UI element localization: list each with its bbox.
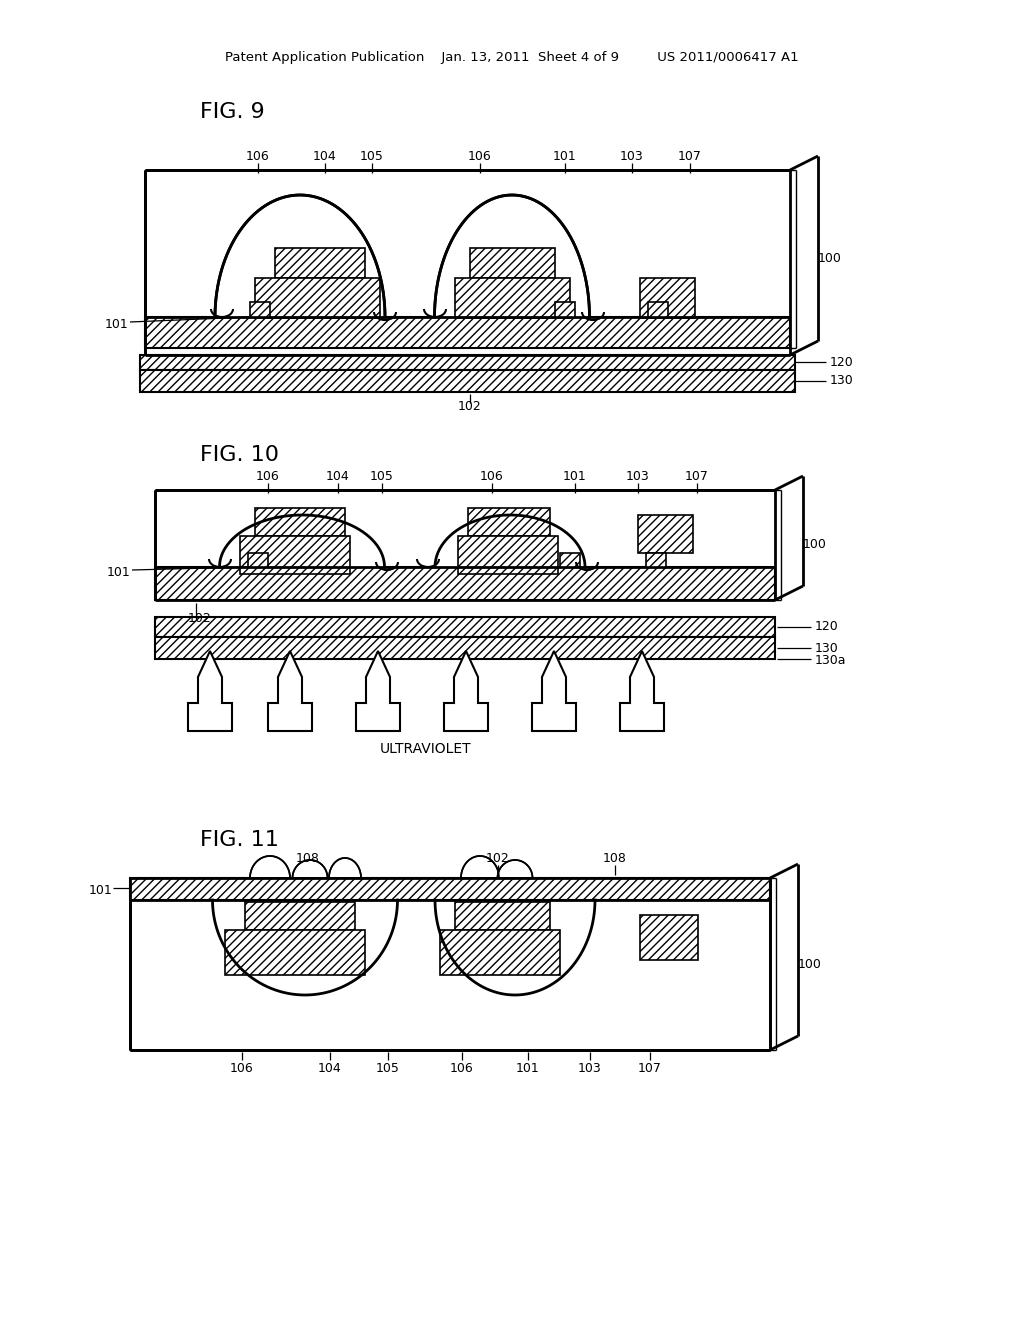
Text: 130a: 130a bbox=[815, 655, 847, 668]
Polygon shape bbox=[532, 651, 575, 731]
Polygon shape bbox=[498, 861, 532, 878]
Text: 101: 101 bbox=[104, 318, 128, 331]
Text: FIG. 10: FIG. 10 bbox=[200, 445, 279, 465]
Bar bbox=[155, 616, 775, 638]
Text: 101: 101 bbox=[106, 565, 130, 578]
Text: 103: 103 bbox=[626, 470, 650, 483]
Bar bbox=[255, 279, 380, 318]
Bar bbox=[455, 279, 570, 318]
Text: 107: 107 bbox=[638, 1061, 662, 1074]
Text: 106: 106 bbox=[256, 470, 280, 483]
Text: 106: 106 bbox=[246, 150, 270, 164]
Bar bbox=[155, 568, 775, 601]
Text: 105: 105 bbox=[370, 470, 394, 483]
Text: 106: 106 bbox=[480, 470, 504, 483]
Text: 105: 105 bbox=[360, 150, 384, 164]
Bar bbox=[225, 931, 365, 975]
Text: 120: 120 bbox=[830, 355, 854, 368]
Bar bbox=[640, 915, 698, 960]
Bar bbox=[638, 515, 693, 553]
Text: 102: 102 bbox=[486, 851, 510, 865]
Bar bbox=[590, 879, 769, 1049]
Bar bbox=[248, 553, 268, 568]
Text: 101: 101 bbox=[88, 883, 112, 896]
Text: 107: 107 bbox=[678, 150, 701, 164]
Text: 130: 130 bbox=[830, 375, 854, 388]
Polygon shape bbox=[250, 855, 290, 878]
Polygon shape bbox=[268, 651, 312, 731]
Polygon shape bbox=[293, 861, 328, 878]
Bar bbox=[455, 902, 550, 931]
Bar bbox=[245, 902, 355, 931]
Text: 104: 104 bbox=[313, 150, 337, 164]
Bar bbox=[590, 491, 774, 599]
Polygon shape bbox=[219, 515, 384, 568]
Bar bbox=[560, 553, 580, 568]
Bar bbox=[146, 172, 261, 354]
Bar bbox=[440, 931, 560, 975]
Bar bbox=[590, 172, 790, 354]
Bar bbox=[470, 248, 555, 279]
Text: 120: 120 bbox=[815, 620, 839, 634]
Bar bbox=[140, 370, 795, 392]
Text: 102: 102 bbox=[458, 400, 482, 412]
Polygon shape bbox=[620, 651, 664, 731]
Bar bbox=[131, 879, 251, 1049]
Text: 101: 101 bbox=[563, 470, 587, 483]
Polygon shape bbox=[356, 651, 400, 731]
Text: 106: 106 bbox=[451, 1061, 474, 1074]
Bar bbox=[156, 491, 264, 599]
Text: 101: 101 bbox=[553, 150, 577, 164]
Bar bbox=[646, 553, 666, 568]
Bar bbox=[468, 508, 550, 536]
Text: 103: 103 bbox=[621, 150, 644, 164]
Polygon shape bbox=[461, 855, 499, 878]
Bar bbox=[648, 302, 668, 317]
Polygon shape bbox=[188, 651, 232, 731]
Polygon shape bbox=[434, 195, 590, 317]
Bar bbox=[155, 638, 775, 659]
Text: 100: 100 bbox=[818, 252, 842, 265]
Text: 107: 107 bbox=[685, 470, 709, 483]
Polygon shape bbox=[444, 651, 488, 731]
Text: 106: 106 bbox=[468, 150, 492, 164]
Bar bbox=[275, 248, 365, 279]
Bar bbox=[240, 536, 350, 574]
Polygon shape bbox=[329, 858, 361, 878]
Text: FIG. 11: FIG. 11 bbox=[200, 830, 279, 850]
Bar bbox=[250, 302, 270, 317]
Bar bbox=[145, 317, 790, 348]
Text: FIG. 9: FIG. 9 bbox=[200, 102, 265, 121]
Text: ULTRAVIOLET: ULTRAVIOLET bbox=[380, 742, 472, 756]
Bar bbox=[130, 878, 770, 900]
Text: 106: 106 bbox=[230, 1061, 254, 1074]
Text: Patent Application Publication    Jan. 13, 2011  Sheet 4 of 9         US 2011/00: Patent Application Publication Jan. 13, … bbox=[225, 50, 799, 63]
Text: 103: 103 bbox=[579, 1061, 602, 1074]
Text: 108: 108 bbox=[296, 851, 319, 865]
Text: 130: 130 bbox=[815, 642, 839, 655]
Bar bbox=[140, 355, 795, 370]
Bar bbox=[640, 279, 695, 318]
Text: 101: 101 bbox=[516, 1061, 540, 1074]
Text: 100: 100 bbox=[798, 957, 822, 970]
Polygon shape bbox=[435, 515, 585, 568]
Bar bbox=[255, 508, 345, 536]
Bar bbox=[555, 302, 575, 317]
Polygon shape bbox=[215, 195, 385, 317]
Text: 102: 102 bbox=[188, 611, 212, 624]
Text: 104: 104 bbox=[318, 1061, 342, 1074]
Text: 100: 100 bbox=[803, 539, 826, 552]
Text: 104: 104 bbox=[326, 470, 350, 483]
Text: 105: 105 bbox=[376, 1061, 400, 1074]
Text: 108: 108 bbox=[603, 851, 627, 865]
Bar bbox=[458, 536, 558, 574]
